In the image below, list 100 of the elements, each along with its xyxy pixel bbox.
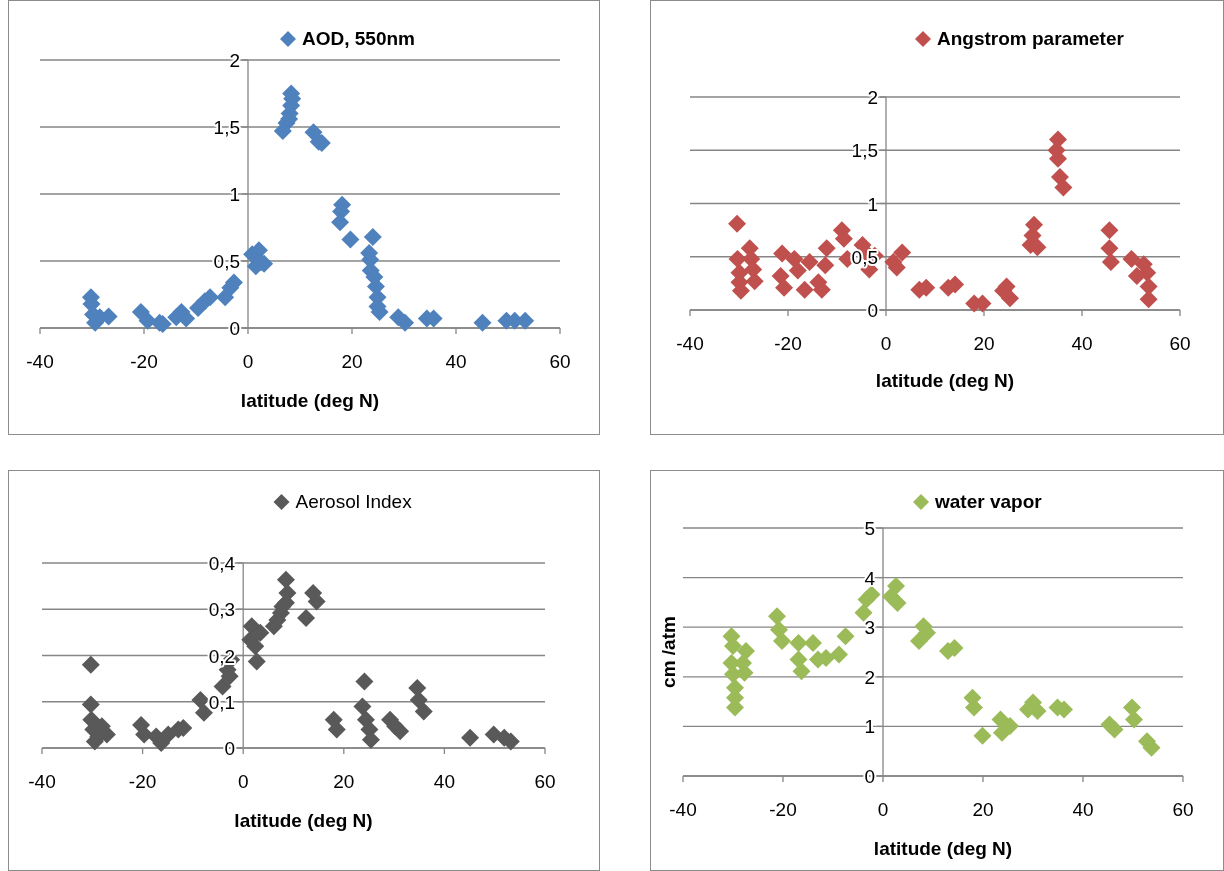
point [804,634,822,653]
point [770,620,788,639]
x-tick-label: 60 [1169,333,1191,354]
point [391,722,410,741]
x-tick-label: 60 [549,351,571,372]
point [800,253,819,272]
point [785,249,804,268]
point [789,650,808,669]
point [1100,239,1119,258]
point [854,603,873,622]
point [792,662,811,681]
x-tick-label: 20 [973,333,995,354]
x-tick-label: 40 [445,351,467,372]
x-tick-label: -40 [28,771,56,792]
x-tick-label: -20 [769,799,797,820]
legend-label: water vapor [934,491,1043,512]
y-tick-label: 1,5 [851,140,878,162]
y-tick-label: 2 [229,50,240,71]
x-tick-label: 40 [1072,799,1094,820]
x-tick-label: 40 [1071,333,1093,354]
point [191,690,210,709]
legend-label: AOD, 550nm [302,28,415,49]
point [1100,221,1119,240]
point [973,726,992,745]
point [728,214,747,233]
point [745,272,764,291]
y-tick-label: 2 [864,666,875,688]
y-axis-title: cm /atm [658,616,679,688]
point [1125,710,1143,729]
x-tick-label: 60 [1172,799,1194,820]
point [1054,178,1073,197]
y-tick-label: 1,5 [213,117,240,138]
point [773,632,791,651]
point [887,577,905,596]
point [816,256,835,275]
y-tick-label: 5 [864,518,875,539]
point [1101,253,1120,272]
point [910,632,928,651]
point [771,266,790,285]
x-axis-title: latitude (deg N) [240,390,380,411]
point [276,570,295,589]
point [789,634,808,653]
x-tick-label: 40 [433,771,455,792]
y-tick-label: 0 [229,318,240,339]
x-tick-label: 0 [242,351,254,372]
point [81,695,100,714]
x-tick-label: -20 [774,333,802,354]
x-tick-label: -20 [128,771,157,792]
y-tick-label: 0,5 [213,251,240,272]
y-tick-label: 1 [867,193,878,215]
x-tick-label: 0 [880,333,892,354]
y-tick-label: 1 [864,716,875,738]
x-tick-label: -40 [669,799,697,820]
y-tick-label: 0,1 [208,691,236,713]
point [1105,720,1124,739]
point [473,313,492,332]
point [830,645,848,664]
x-tick-label: 20 [972,799,994,820]
x-tick-label: 20 [333,771,355,792]
point [893,243,912,262]
point [795,280,814,299]
point [836,627,855,646]
point [81,655,100,674]
point [247,652,266,671]
y-tick-label: 0,3 [208,599,236,621]
x-axis-title: latitude (deg N) [873,838,1013,859]
point [888,593,907,612]
legend-label: Aerosol Index [295,491,413,512]
point [1000,289,1019,308]
legend-label: Angstrom parameter [937,28,1125,49]
point [775,278,794,297]
x-axis-title: latitude (deg N) [234,810,373,831]
x-tick-label: -40 [26,351,54,372]
point [768,607,786,626]
point [1001,716,1019,735]
x-tick-label: -20 [130,351,158,372]
point [414,702,433,721]
point [355,672,374,691]
point [461,728,480,747]
point [1127,266,1146,285]
point [817,239,836,258]
x-axis-title: latitude (deg N) [875,370,1015,391]
y-tick-label: 3 [864,617,875,639]
point [213,677,232,696]
point [297,609,316,628]
y-tick-label: 0 [867,300,878,321]
y-tick-label: 0 [224,738,236,759]
point [363,227,382,246]
point [251,623,270,642]
y-tick-label: 2 [867,87,878,108]
point [353,697,372,716]
point [728,249,747,268]
point [862,585,881,604]
x-tick-label: 20 [341,351,363,372]
y-tick-label: 1 [229,184,240,205]
y-tick-label: 0,4 [208,553,236,574]
x-tick-label: -40 [676,333,704,354]
point [788,261,807,280]
x-tick-label: 60 [534,771,556,792]
y-tick-label: 4 [864,567,876,589]
